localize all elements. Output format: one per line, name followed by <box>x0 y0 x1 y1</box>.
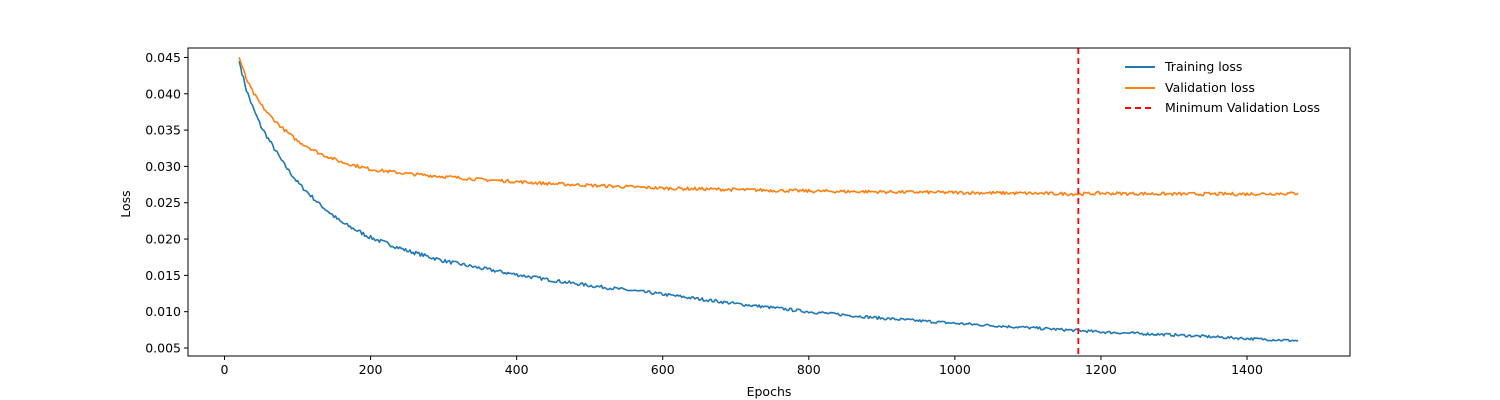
x-tick-label: 600 <box>651 362 675 377</box>
x-tick-label: 1000 <box>939 362 971 377</box>
axes-frame <box>187 47 1351 357</box>
y-axis-label: Loss <box>118 190 133 217</box>
y-axis-ticks: 0.005 0.010 0.015 0.020 0.025 0.030 0.035 0.040… <box>145 50 188 356</box>
y-tick-label: 0.010 <box>145 304 181 319</box>
x-tick-label: 800 <box>797 362 821 377</box>
y-tick-label: 0.005 <box>145 341 181 356</box>
y-tick-label: 0.020 <box>145 232 181 247</box>
y-tick-label: 0.025 <box>145 195 181 210</box>
plot-lines <box>238 48 1299 356</box>
x-tick-label: 400 <box>505 362 529 377</box>
legend-label-training: Training loss <box>1164 59 1242 74</box>
legend: Training loss Validation loss Minimum Va… <box>1125 59 1320 115</box>
series-line-training <box>238 60 1299 343</box>
y-tick-label: 0.045 <box>145 50 181 65</box>
x-tick-label: 1400 <box>1231 362 1263 377</box>
legend-label-min-val-loss: Minimum Validation Loss <box>1165 100 1320 115</box>
y-tick-label: 0.030 <box>145 159 181 174</box>
y-tick-label: 0.015 <box>145 268 181 283</box>
x-tick-label: 200 <box>359 362 383 377</box>
y-tick-label: 0.035 <box>145 123 181 138</box>
y-tick-label: 0.040 <box>145 86 181 101</box>
legend-label-validation: Validation loss <box>1165 80 1255 95</box>
x-axis-ticks: 0 200 400 600 800 1000 1200 1400 <box>221 356 1263 377</box>
x-tick-label: 0 <box>221 362 229 377</box>
x-axis-label: Epochs <box>747 384 792 399</box>
series-line-validation <box>238 57 1299 197</box>
x-tick-label: 1200 <box>1085 362 1117 377</box>
